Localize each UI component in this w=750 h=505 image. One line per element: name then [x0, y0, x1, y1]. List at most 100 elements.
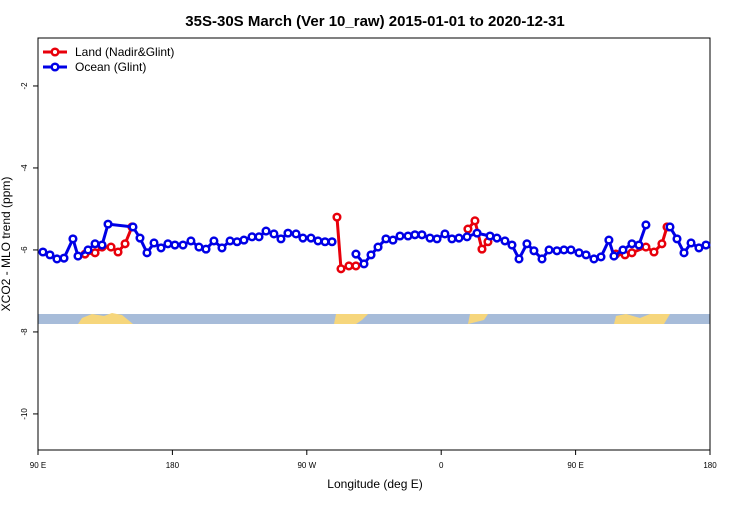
data-point — [313, 236, 323, 246]
data-point — [359, 259, 369, 269]
data-point — [381, 234, 391, 244]
data-point — [83, 245, 93, 255]
data-point — [239, 235, 249, 245]
data-point — [225, 236, 235, 246]
data-point — [440, 229, 450, 239]
land-patch — [468, 314, 488, 324]
data-point — [163, 239, 173, 249]
data-point — [170, 240, 180, 250]
x-axis-label: Longitude (deg E) — [327, 477, 422, 491]
data-point — [589, 254, 599, 264]
data-point — [373, 242, 383, 252]
y-axis-label: XCO2 - MLO trend (ppm) — [0, 177, 13, 312]
data-point — [485, 231, 495, 241]
data-point — [90, 239, 100, 249]
data-point — [388, 235, 398, 245]
x-tick-label: 0 — [439, 461, 444, 470]
data-point — [142, 248, 152, 258]
data-point — [232, 237, 242, 247]
legend-label: Land (Nadir&Glint) — [75, 45, 174, 59]
data-point — [149, 238, 159, 248]
data-point — [641, 220, 651, 230]
data-point — [522, 239, 532, 249]
data-point — [332, 212, 342, 222]
data-point — [201, 244, 211, 254]
y-tick-label: -2 — [20, 82, 29, 90]
data-point — [217, 243, 227, 253]
legend-label: Ocean (Glint) — [75, 60, 146, 74]
x-tick-label: 90 W — [297, 461, 316, 470]
data-point — [395, 231, 405, 241]
data-point — [447, 234, 457, 244]
land-patch — [614, 314, 670, 324]
data-point — [156, 243, 166, 253]
x-tick-label: 180 — [703, 461, 717, 470]
data-point — [581, 250, 591, 260]
y-tick-label: -4 — [20, 164, 29, 172]
data-point — [254, 232, 264, 242]
y-tick-label: -6 — [20, 246, 29, 254]
data-point — [45, 250, 55, 260]
data-point — [544, 245, 554, 255]
data-point — [463, 224, 473, 234]
data-point — [97, 240, 107, 250]
data-point — [120, 239, 130, 249]
data-point — [128, 222, 138, 232]
chart-title: 35S-30S March (Ver 10_raw) 2015-01-01 to… — [185, 13, 564, 30]
data-point — [596, 252, 606, 262]
data-point — [351, 249, 361, 259]
data-point — [344, 261, 354, 271]
data-point — [649, 247, 659, 257]
data-point — [38, 247, 48, 257]
data-point — [186, 236, 196, 246]
land-ocean-strip — [38, 313, 710, 324]
data-point — [657, 239, 667, 249]
data-point — [529, 246, 539, 256]
data-point — [472, 228, 482, 238]
data-point — [470, 216, 480, 226]
data-point — [477, 244, 487, 254]
data-point — [627, 239, 637, 249]
data-point — [559, 245, 569, 255]
data-point — [178, 240, 188, 250]
data-point — [320, 237, 330, 247]
data-point — [609, 251, 619, 261]
data-point — [276, 234, 286, 244]
data-point — [694, 243, 704, 253]
data-point — [432, 234, 442, 244]
data-point — [425, 233, 435, 243]
data-point — [52, 254, 62, 264]
data-point — [269, 229, 279, 239]
y-tick-label: -8 — [20, 328, 29, 336]
data-point — [604, 235, 614, 245]
data-point — [291, 229, 301, 239]
data-point — [298, 233, 308, 243]
x-tick-label: 90 E — [30, 461, 46, 470]
data-point — [417, 230, 427, 240]
data-point — [537, 254, 547, 264]
data-point — [103, 219, 113, 229]
data-point — [410, 230, 420, 240]
data-point — [113, 247, 123, 257]
data-point — [261, 226, 271, 236]
data-point — [454, 233, 464, 243]
data-point — [209, 236, 219, 246]
data-point — [574, 248, 584, 258]
data-point — [73, 251, 83, 261]
data-point — [462, 232, 472, 242]
legend-marker — [50, 62, 60, 72]
data-point — [627, 248, 637, 258]
data-point — [306, 233, 316, 243]
ocean-strip — [38, 314, 710, 324]
data-point — [672, 234, 682, 244]
data-point — [492, 233, 502, 243]
legend-marker — [50, 47, 60, 57]
data-point — [686, 238, 696, 248]
data-point — [500, 236, 510, 246]
y-tick-label: -10 — [20, 408, 29, 420]
data-point — [566, 245, 576, 255]
x-tick-label: 180 — [166, 461, 180, 470]
data-point — [327, 237, 337, 247]
data-point — [641, 242, 651, 252]
